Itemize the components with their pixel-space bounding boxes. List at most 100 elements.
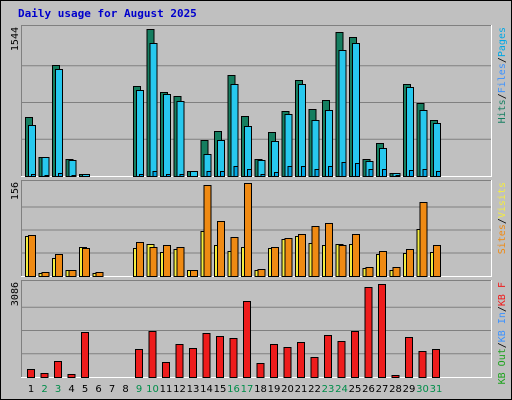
day-label-7: 7: [109, 384, 115, 395]
bar-visits-sites-day-15: [217, 221, 225, 277]
bar-visits-sites-day-19: [271, 247, 279, 277]
day-label-1: 1: [28, 384, 34, 395]
day-label-3: 3: [55, 384, 61, 395]
bar-visits-sites-day-10: [149, 247, 158, 277]
panel-visits: 156 Sites/Visits: [10, 180, 508, 277]
bar-hits-pages-day-14: [206, 171, 212, 177]
bar-kbytes-kb-f-day-31: [432, 349, 440, 378]
bar-hits-pages-day-15: [220, 171, 225, 177]
panel-kbytes-bg: [21, 280, 492, 378]
day-label-15: 15: [214, 384, 227, 395]
bar-kbytes-kb-f-day-2: [40, 373, 49, 378]
day-label-31: 31: [430, 384, 443, 395]
day-label-25: 25: [349, 384, 362, 395]
bar-kbytes-kb-f-day-9: [135, 349, 143, 378]
bar-hits-pages-day-2: [44, 175, 50, 177]
bar-visits-sites-day-4: [68, 270, 77, 277]
bar-hits-files-day-10: [149, 43, 158, 177]
bar-visits-sites-day-21: [298, 234, 306, 277]
bar-visits-sites-day-20: [284, 238, 293, 277]
bar-hits-pages-day-4: [71, 175, 77, 177]
x-axis: 1 2 3 4 5 6 7 8 9 10 11 12 13 14 15 16 17 18 19 20 21 22 23 24 2…: [28, 384, 443, 395]
bar-hits-files-day-9: [136, 90, 144, 177]
bar-hits-files-day-11: [163, 94, 171, 177]
bar-kbytes-kb-f-day-4: [67, 374, 76, 378]
bar-hits-pages-day-22: [314, 169, 320, 177]
bar-visits-sites-day-25: [352, 234, 360, 277]
bar-hits-files-day-3: [55, 69, 63, 177]
day-label-20: 20: [281, 384, 294, 395]
day-label-29: 29: [403, 384, 416, 395]
bar-visits-sites-day-18: [257, 269, 266, 277]
bar-visits-sites-day-29: [406, 249, 414, 277]
bar-hits-files-day-30: [419, 110, 428, 177]
bar-kbytes-kb-f-day-25: [351, 331, 359, 378]
bar-hits-pages-day-18: [260, 174, 266, 177]
day-label-14: 14: [200, 384, 213, 395]
bar-visits-sites-day-14: [203, 185, 212, 277]
bar-kbytes-kb-f-day-26: [364, 287, 373, 378]
bar-hits-files-day-1: [28, 125, 36, 177]
bar-visits-sites-day-6: [95, 272, 104, 277]
bar-hits-pages-day-9: [139, 174, 144, 177]
bar-hits-files-day-31: [433, 123, 441, 177]
day-label-5: 5: [82, 384, 88, 395]
day-label-10: 10: [146, 384, 159, 395]
bar-visits-sites-day-2: [41, 272, 50, 277]
bar-hits-files-day-21: [298, 84, 306, 177]
bar-kbytes-kb-f-day-21: [297, 342, 305, 378]
bar-kbytes-kb-f-day-24: [337, 341, 346, 378]
bar-kbytes-kb-f-day-1: [27, 369, 35, 378]
bar-visits-sites-day-5: [82, 248, 90, 277]
day-label-23: 23: [322, 384, 335, 395]
legend-item-hits: Hits: [497, 99, 508, 123]
legend-item-separator: /: [497, 218, 508, 224]
day-label-21: 21: [295, 384, 308, 395]
bar-kbytes-kb-f-day-5: [81, 332, 89, 378]
bar-hits-pages-day-10: [152, 171, 158, 177]
bar-visits-sites-day-9: [136, 242, 144, 277]
day-label-2: 2: [41, 384, 47, 395]
legend-item-kb_in: KB In: [497, 312, 508, 342]
bar-kbytes-kb-f-day-28: [391, 375, 400, 378]
day-label-11: 11: [160, 384, 173, 395]
bar-hits-files-day-25: [352, 43, 360, 177]
bar-kbytes-kb-f-day-12: [175, 344, 184, 378]
day-label-13: 13: [187, 384, 200, 395]
day-label-24: 24: [335, 384, 348, 395]
bar-hits-files-day-2: [41, 157, 50, 177]
day-label-17: 17: [241, 384, 254, 395]
ymax-label-kbytes: 3086: [10, 282, 21, 306]
day-label-4: 4: [68, 384, 74, 395]
bar-hits-pages-day-19: [274, 172, 279, 177]
bar-visits-sites-day-23: [325, 223, 333, 277]
legend-item-separator: /: [497, 57, 508, 63]
bar-hits-files-day-16: [230, 84, 239, 177]
bar-hits-pages-day-20: [287, 166, 293, 177]
panels: 1544Hits/Files/Pages156Sites/Visits3086K…: [10, 25, 508, 384]
bar-visits-sites-day-16: [230, 237, 239, 277]
legend-kbytes: KB Out/KB In/KB F: [497, 282, 508, 384]
bar-hits-pages-day-3: [58, 173, 63, 177]
bar-visits-sites-day-3: [55, 254, 63, 277]
bar-kbytes-kb-f-day-15: [216, 336, 224, 378]
bar-hits-pages-day-28: [395, 175, 401, 177]
legend-item-separator: /: [497, 306, 508, 312]
bar-hits-pages-day-11: [166, 174, 171, 177]
bar-hits-pages-day-12: [179, 174, 185, 177]
legend-visits: Sites/Visits: [497, 182, 508, 254]
bar-visits-sites-day-17: [244, 183, 252, 277]
bar-kbytes-kb-f-day-13: [189, 348, 197, 378]
bar-visits-sites-day-27: [379, 251, 387, 277]
bar-kbytes-kb-f-day-3: [54, 361, 62, 378]
bar-hits-pages-day-24: [341, 162, 347, 177]
bar-hits-pages-day-16: [233, 166, 239, 177]
bar-hits-files-day-22: [311, 120, 320, 177]
bar-hits-files-day-12: [176, 101, 185, 177]
bar-kbytes-kb-f-day-17: [243, 301, 251, 378]
bar-kbytes-kb-f-day-22: [310, 357, 319, 378]
legend-item-kb_out: KB Out: [497, 348, 508, 384]
legend-hits: Hits/Files/Pages: [497, 27, 508, 123]
legend-item-visits: Visits: [497, 182, 508, 218]
